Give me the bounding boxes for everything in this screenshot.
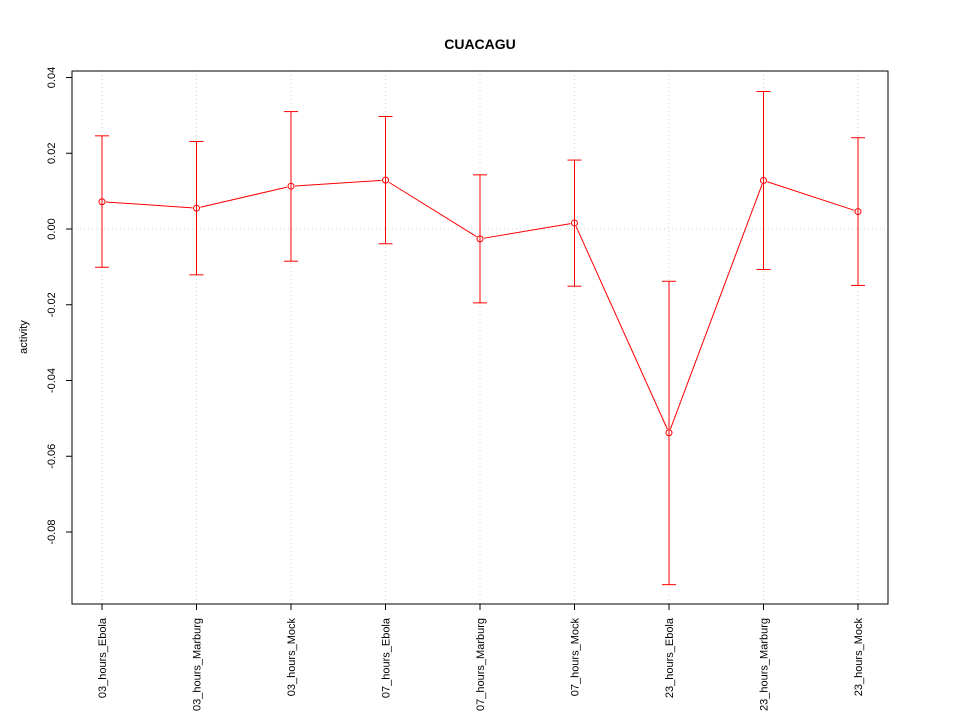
data-point [476, 235, 484, 243]
data-point [760, 177, 767, 185]
x-tick-label: 03_hours_Mock [286, 618, 298, 697]
series-segment [200, 186, 288, 208]
y-tick-label: -0.04 [46, 368, 58, 393]
series-segment [294, 179, 382, 187]
series-line [98, 176, 862, 437]
data-point [287, 182, 295, 190]
plot-frame [71, 70, 889, 605]
series-segment [105, 201, 193, 209]
y-tick-label: -0.06 [46, 444, 58, 469]
data-point [571, 219, 578, 227]
y-tick-label: 0.04 [46, 67, 58, 88]
series-segment [575, 226, 668, 430]
data-point [665, 429, 673, 437]
x-tick-label: 07_hours_Mock [570, 618, 582, 697]
x-tick-label: 03_hours_Ebola [97, 617, 109, 698]
y-tick-label: 0.00 [46, 218, 58, 239]
chart-title: CUACAGU [444, 36, 516, 52]
data-point [193, 204, 200, 212]
series-segment [483, 223, 571, 239]
y-tick-label: -0.02 [46, 292, 58, 317]
data-point [98, 198, 106, 206]
series-segment [767, 181, 855, 211]
series-segment [669, 184, 763, 430]
error-bars [95, 91, 865, 586]
y-tick-label: 0.02 [46, 143, 58, 164]
x-tick-label: 07_hours_Marburg [475, 618, 487, 711]
y-axis-label: activity [18, 320, 30, 354]
data-point [854, 208, 862, 216]
x-tick-label: 23_hours_Mock [853, 618, 865, 697]
x-tick-label: 07_hours_Ebola [381, 617, 393, 698]
x-axis: 03_hours_Ebola 03_hours_Marburg 03_hours_M… [97, 604, 865, 711]
grid [72, 71, 888, 604]
y-axis: -0.08 -0.06 -0.04 -0.02 0.00 0.02 0.04 [46, 67, 72, 545]
x-tick-label: 03_hours_Marburg [192, 618, 204, 711]
series-segment [388, 181, 477, 238]
data-point [382, 176, 389, 184]
y-tick-label: -0.08 [46, 519, 58, 544]
x-tick-label: 23_hours_Marburg [759, 618, 771, 711]
x-tick-label: 23_hours_Ebola [664, 617, 676, 698]
